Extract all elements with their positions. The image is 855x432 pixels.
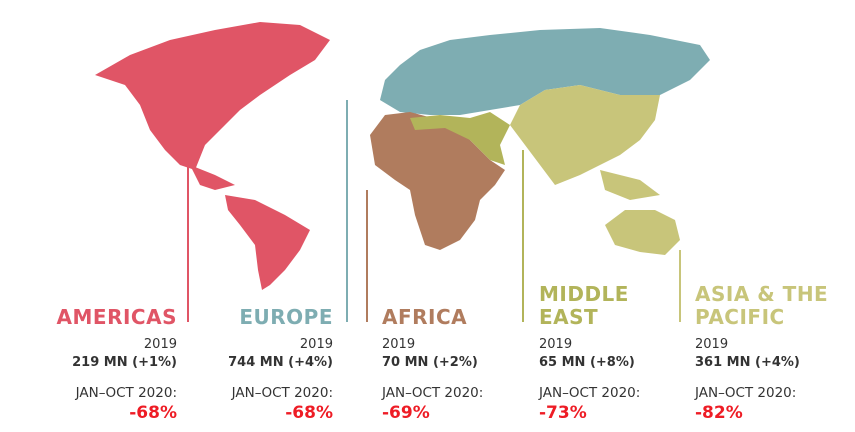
- middle-east-connector-line: [522, 150, 524, 322]
- arrivals-value: 361 MN (+4%): [695, 355, 800, 370]
- period-label: JAN–OCT 2020:: [75, 385, 177, 401]
- change-value: -69%: [382, 403, 430, 423]
- year-label: 2019: [539, 337, 573, 352]
- change-value: -82%: [695, 403, 743, 423]
- region-title-line1: MIDDLE: [539, 282, 629, 306]
- region-title-line2: EAST: [539, 305, 599, 329]
- region-title: AFRICA: [382, 305, 468, 329]
- arrivals-value: 65 MN (+8%): [539, 355, 635, 370]
- africa-shape: [370, 112, 505, 250]
- americas-connector-line: [187, 140, 189, 322]
- change-value: -73%: [539, 403, 587, 423]
- change-value: -68%: [285, 403, 333, 423]
- region-title: EUROPE: [239, 305, 333, 329]
- europe-shape: [380, 28, 710, 115]
- year-label: 2019: [382, 337, 416, 352]
- europe-connector-line: [346, 100, 348, 322]
- period-label: JAN–OCT 2020:: [695, 385, 797, 401]
- arrivals-value: 219 MN (+1%): [72, 355, 177, 370]
- period-label: JAN–OCT 2020:: [382, 385, 484, 401]
- americas-shape: [95, 22, 330, 290]
- asia-pacific-shape: [510, 85, 680, 255]
- arrivals-value: 70 MN (+2%): [382, 355, 478, 370]
- region-title-line1: ASIA & THE: [695, 282, 829, 306]
- arrivals-value: 744 MN (+4%): [228, 355, 333, 370]
- africa-connector-line: [366, 190, 368, 322]
- region-title-line2: PACIFIC: [695, 305, 785, 329]
- middle-east-shape: [410, 112, 510, 165]
- region-title: AMERICAS: [56, 305, 177, 329]
- year-label: 2019: [143, 337, 177, 352]
- period-label: JAN–OCT 2020:: [539, 385, 641, 401]
- asia-pacific-connector-line: [679, 250, 681, 322]
- period-label: JAN–OCT 2020:: [231, 385, 333, 401]
- year-label: 2019: [299, 337, 333, 352]
- year-label: 2019: [695, 337, 729, 352]
- change-value: -68%: [129, 403, 177, 423]
